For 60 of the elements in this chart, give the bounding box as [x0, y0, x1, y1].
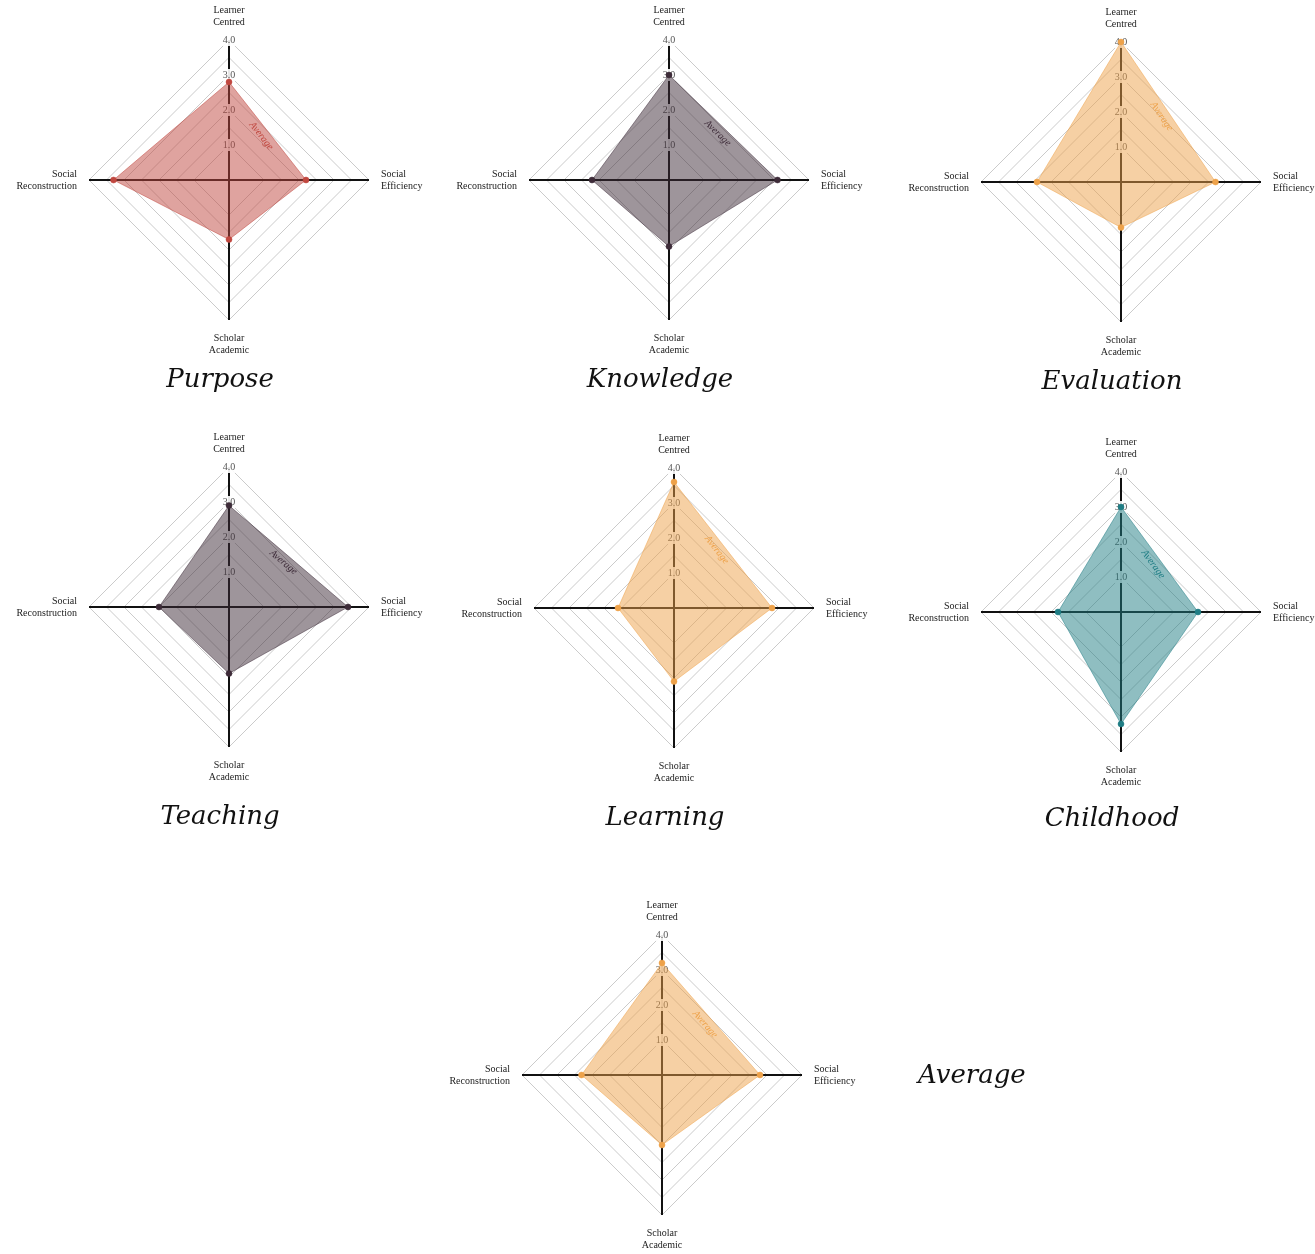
spoke-label: Learner Centred — [1105, 435, 1138, 459]
y-tick-label: 2.0 — [1114, 535, 1128, 547]
spoke-label: Scholar Academic — [641, 1226, 683, 1250]
spoke-label: Scholar Academic — [653, 759, 695, 783]
y-tick-label: 2.0 — [655, 998, 669, 1010]
spoke-label: Social Reconstruction — [456, 167, 518, 191]
y-tick-label: 2.0 — [222, 103, 236, 115]
spoke-label: Social Reconstruction — [908, 169, 970, 193]
spoke-label: Social Efficiency — [814, 1062, 856, 1086]
spoke-label: Learner Centred — [646, 898, 679, 922]
y-tick-label: 3.0 — [222, 495, 236, 507]
y-tick-label: 4.0 — [222, 33, 236, 45]
text: Childhood — [1043, 802, 1181, 832]
spoke-label: Scholar Academic — [208, 758, 250, 782]
y-tick-label: 1.0 — [222, 565, 236, 577]
text: Average — [918, 1059, 1026, 1089]
text: Knowledge — [585, 363, 735, 393]
text: Learning — [604, 801, 726, 831]
spoke-label: Social Efficiency — [1273, 169, 1315, 193]
y-tick-label: 1.0 — [222, 138, 236, 150]
spoke-label: Social Efficiency — [381, 167, 423, 191]
y-tick-label: 1.0 — [667, 566, 681, 578]
y-tick-label: 1.0 — [1114, 140, 1128, 152]
text: Purpose — [165, 363, 275, 393]
spoke-label: Learner Centred — [213, 3, 246, 27]
spoke-label: Social Reconstruction — [16, 594, 78, 618]
spoke-label: Social Reconstruction — [908, 599, 970, 623]
y-tick-label: 1.0 — [662, 138, 676, 150]
y-tick-label: 2.0 — [1114, 105, 1128, 117]
spoke-label: Social Efficiency — [381, 594, 423, 618]
y-tick-label: 2.0 — [667, 531, 681, 543]
spoke-label: Scholar Academic — [1100, 333, 1142, 357]
spoke-label: Scholar Academic — [1100, 763, 1142, 787]
spoke-label: Social Reconstruction — [449, 1062, 511, 1086]
spoke-label: Social Efficiency — [826, 595, 868, 619]
y-tick-label: 3.0 — [222, 68, 236, 80]
y-tick-label: 4.0 — [1114, 465, 1128, 477]
spoke-label: Learner Centred — [213, 430, 246, 454]
y-tick-label: 4.0 — [655, 928, 669, 940]
y-tick-label: 4.0 — [222, 460, 236, 472]
spoke-label: Social Reconstruction — [16, 167, 78, 191]
spoke-label: Social Reconstruction — [461, 595, 523, 619]
text: Teaching — [159, 800, 281, 830]
spoke-label: Learner Centred — [1105, 5, 1138, 29]
spoke-label: Learner Centred — [658, 431, 691, 455]
spoke-label: Scholar Academic — [648, 331, 690, 355]
y-tick-label: 1.0 — [1114, 570, 1128, 582]
y-tick-label: 3.0 — [655, 963, 669, 975]
y-tick-label: 4.0 — [662, 33, 676, 45]
y-tick-label: 2.0 — [662, 103, 676, 115]
spoke-label: Social Efficiency — [821, 167, 863, 191]
y-tick-label: 2.0 — [222, 530, 236, 542]
text: Evaluation — [1040, 365, 1184, 395]
y-tick-label: 4.0 — [667, 461, 681, 473]
spoke-label: Scholar Academic — [208, 331, 250, 355]
y-tick-label: 3.0 — [1114, 70, 1128, 82]
spoke-label: Social Efficiency — [1273, 599, 1315, 623]
spoke-label: Learner Centred — [653, 3, 686, 27]
y-tick-label: 3.0 — [667, 496, 681, 508]
y-tick-label: 1.0 — [655, 1033, 669, 1045]
